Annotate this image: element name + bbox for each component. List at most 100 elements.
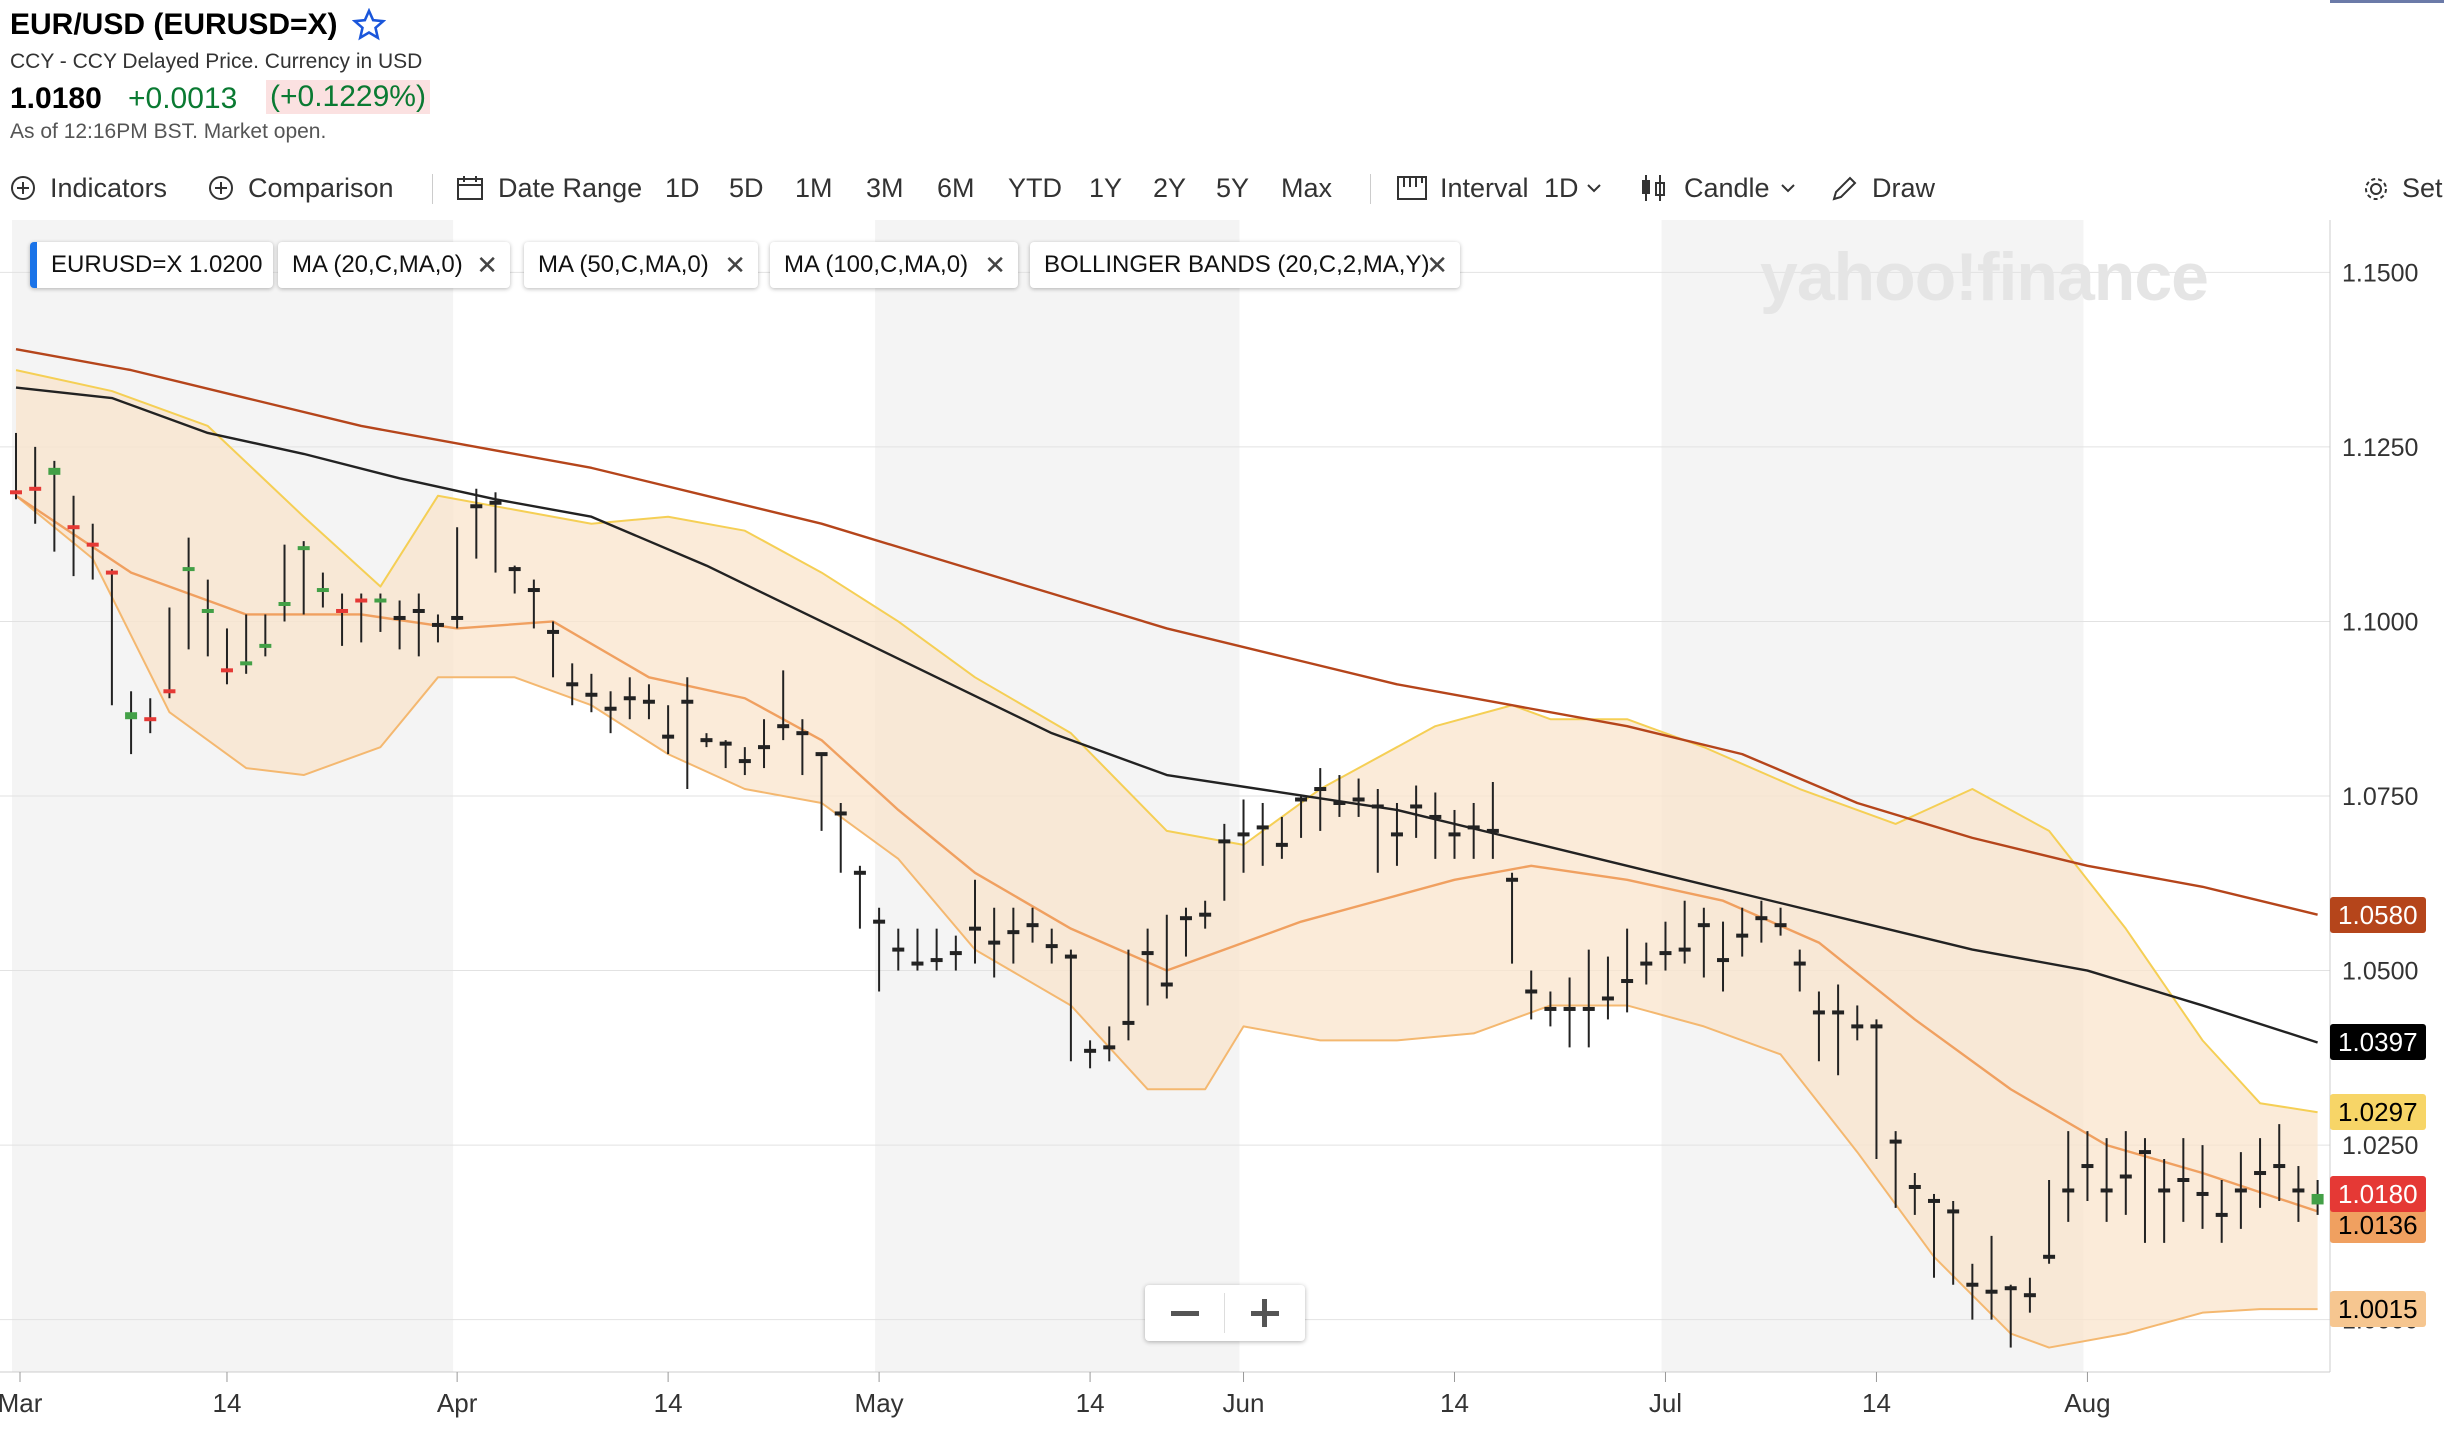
candle-body: [738, 759, 751, 764]
y-tick-label: 1.1250: [2342, 434, 2418, 462]
minus-icon: [1171, 1311, 1199, 1316]
candle-body: [1448, 832, 1461, 837]
candle-body: [2254, 1171, 2267, 1176]
comparison-button[interactable]: Comparison: [208, 168, 398, 208]
candle-body: [355, 598, 368, 603]
star-icon[interactable]: [352, 8, 386, 42]
zoom-divider: [1224, 1293, 1225, 1333]
close-icon[interactable]: ✕: [724, 250, 746, 280]
calendar-icon: [457, 176, 483, 200]
range-5d[interactable]: 5D: [729, 173, 764, 203]
candle-body: [259, 643, 272, 648]
candle-body: [1659, 951, 1672, 956]
range-1y[interactable]: 1Y: [1089, 173, 1123, 203]
candle-body: [1429, 814, 1442, 819]
candle-body: [1908, 1184, 1921, 1189]
draw-button[interactable]: Draw: [1830, 168, 1950, 208]
plus-icon: [1251, 1299, 1279, 1327]
toolbar-divider: [432, 174, 433, 204]
price-badge: 1.0015: [2330, 1291, 2426, 1328]
bollinger-upper-line: [15, 369, 2318, 1114]
range-1m[interactable]: 1M: [795, 173, 833, 203]
legend-pill-symbol[interactable]: EURUSD=X 1.0200: [30, 242, 273, 288]
candle-body: [1218, 839, 1231, 844]
quote-header: EUR/USD (EURUSD=X) CCY - CCY Delayed Pri…: [0, 0, 2444, 150]
candle-body: [451, 615, 464, 620]
candle-body: [1467, 825, 1480, 830]
candle-body: [1928, 1198, 1940, 1203]
interval-icon: [1397, 176, 1427, 200]
candle-body: [1889, 1139, 1902, 1144]
candle-body: [2004, 1286, 2017, 1291]
candle-body: [1793, 961, 1806, 966]
candle-body: [1486, 828, 1499, 833]
candle-body: [758, 745, 771, 750]
quote-subtitle: CCY - CCY Delayed Price. Currency in USD: [10, 50, 423, 73]
candle-body: [1985, 1289, 1998, 1294]
legend-pill-ma100[interactable]: MA (100,C,MA,0) ✕: [770, 242, 1018, 288]
indicators-button[interactable]: Indicators: [10, 168, 180, 208]
legend-pill-label: MA (20,C,MA,0): [292, 251, 463, 278]
chart-area[interactable]: 1.1500 1.1250 1.1000 1.0750 1.0500 1.0250 1.00…: [0, 220, 2444, 1452]
candle-body: [2119, 1174, 2132, 1179]
close-icon[interactable]: ✕: [984, 250, 1006, 280]
candle-body: [10, 490, 22, 495]
candle-body: [681, 699, 694, 704]
chart-type-button[interactable]: Candle: [1638, 168, 1798, 208]
candle-body: [1160, 982, 1173, 987]
close-icon[interactable]: ✕: [476, 250, 498, 280]
range-6m[interactable]: 6M: [937, 173, 975, 203]
quote-price: 1.0180: [10, 82, 102, 115]
zoom-out-button[interactable]: [1145, 1285, 1225, 1341]
candle-body: [834, 811, 847, 816]
date-range-label: Date Range: [498, 173, 643, 203]
date-range-button[interactable]: Date Range: [456, 168, 643, 208]
x-tick-label: 14: [1076, 1388, 1105, 1418]
candle-body: [1045, 944, 1058, 949]
range-2y[interactable]: 2Y: [1153, 173, 1187, 203]
price-badge: 1.0397: [2330, 1024, 2426, 1061]
settings-button[interactable]: Set: [2362, 168, 2444, 208]
candle-body: [719, 741, 732, 746]
candle-body: [949, 951, 962, 956]
candle-body: [489, 500, 502, 505]
candle-body: [1678, 947, 1691, 952]
y-tick-label: 1.0500: [2342, 958, 2418, 986]
gear-icon: [2365, 178, 2387, 200]
candle-body: [144, 717, 157, 722]
y-tick-label: 1.0750: [2342, 783, 2418, 811]
candle-body: [1314, 787, 1327, 792]
candle-body: [2100, 1188, 2113, 1193]
close-icon[interactable]: ✕: [1426, 250, 1448, 280]
candle-body: [1697, 923, 1710, 928]
range-ytd[interactable]: YTD: [1008, 173, 1062, 203]
candle-body: [1371, 804, 1384, 809]
candle-body: [336, 608, 349, 613]
legend-pill-ma20[interactable]: MA (20,C,MA,0) ✕: [278, 242, 510, 288]
price-chart: 1.15001.12501.10001.07501.05001.02501.00…: [0, 220, 2418, 1418]
range-1d[interactable]: 1D: [665, 173, 700, 203]
candle-body: [2273, 1164, 2286, 1169]
candle-body: [2234, 1188, 2247, 1193]
candle-body: [1736, 933, 1749, 938]
pencil-icon: [1832, 176, 1857, 201]
legend-pill-bollinger[interactable]: BOLLINGER BANDS (20,C,2,MA,Y) ✕: [1030, 242, 1460, 288]
price-badge: 1.0136: [2330, 1206, 2426, 1243]
candle-body: [1525, 989, 1538, 994]
range-max[interactable]: Max: [1281, 173, 1333, 203]
zoom-in-button[interactable]: [1225, 1285, 1305, 1341]
candle-body: [1832, 1010, 1845, 1015]
candle-body: [1870, 1024, 1883, 1029]
candle-body: [1084, 1048, 1097, 1053]
candle-body: [2081, 1164, 2094, 1169]
legend-pill-ma50[interactable]: MA (50,C,MA,0) ✕: [524, 242, 758, 288]
candle-body: [1506, 877, 1519, 882]
candle-body: [873, 919, 886, 924]
interval-button[interactable]: Interval 1D: [1396, 168, 1606, 208]
candle-body: [1141, 951, 1154, 956]
range-3m[interactable]: 3M: [866, 173, 904, 203]
candle-body: [29, 486, 42, 491]
candle-body: [604, 706, 617, 711]
candle-body: [2158, 1188, 2171, 1193]
range-5y[interactable]: 5Y: [1216, 173, 1250, 203]
